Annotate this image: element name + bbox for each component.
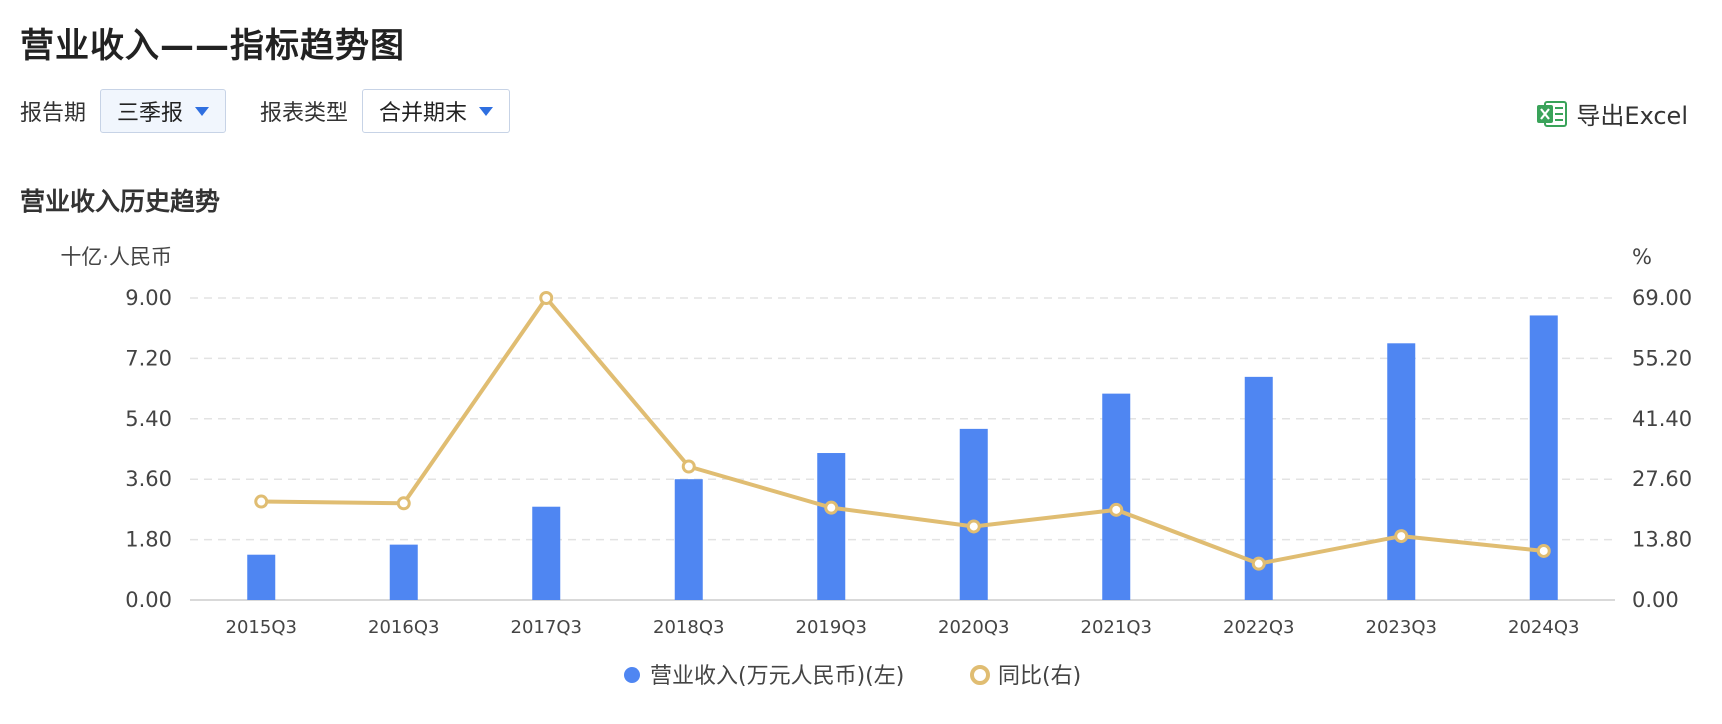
category-label: 2022Q3 bbox=[1223, 617, 1294, 638]
legend-yoy-marker bbox=[970, 665, 990, 685]
yoy-point bbox=[1394, 529, 1409, 544]
excel-icon bbox=[1537, 100, 1568, 127]
right-tick-label: 13.80 bbox=[1632, 528, 1692, 552]
page-title: 营业收入——指标趋势图 bbox=[20, 26, 405, 66]
left-tick-label: 9.00 bbox=[125, 286, 172, 310]
filter-bar: 报告期 三季报 报表类型 合并期末 bbox=[20, 88, 511, 134]
report-type-select[interactable]: 合并期末 bbox=[362, 89, 511, 133]
report-period-value: 三季报 bbox=[117, 101, 184, 126]
yoy-point bbox=[1251, 556, 1266, 571]
revenue-bar bbox=[674, 479, 703, 600]
left-tick-label: 5.40 bbox=[125, 407, 172, 431]
yoy-point bbox=[396, 496, 411, 511]
right-tick-label: 55.20 bbox=[1632, 346, 1692, 370]
category-label: 2024Q3 bbox=[1508, 617, 1579, 638]
yoy-point bbox=[1536, 543, 1551, 558]
category-label: 2018Q3 bbox=[653, 617, 724, 638]
yoy-line bbox=[261, 296, 1544, 566]
yoy-point bbox=[254, 494, 269, 509]
revenue-bar bbox=[1387, 343, 1416, 600]
section-title: 营业收入历史趋势 bbox=[20, 187, 221, 216]
chart-legend[interactable]: 营业收入(万元人民币)(左) 同比(右) bbox=[624, 664, 1081, 689]
revenue-bar bbox=[1102, 393, 1131, 600]
report-period-select[interactable]: 三季报 bbox=[100, 89, 227, 133]
category-label: 2019Q3 bbox=[796, 617, 867, 638]
yoy-point bbox=[539, 291, 554, 305]
left-tick-label: 1.80 bbox=[125, 528, 172, 552]
revenue-bar bbox=[389, 544, 418, 600]
export-excel-button[interactable]: 导出Excel bbox=[1536, 96, 1688, 131]
right-axis-unit: % bbox=[1632, 245, 1652, 269]
yoy-point bbox=[966, 519, 981, 534]
export-excel-label: 导出Excel bbox=[1576, 102, 1688, 130]
category-label: 2020Q3 bbox=[938, 617, 1009, 638]
report-type-value: 合并期末 bbox=[379, 101, 468, 126]
yoy-point bbox=[1109, 502, 1124, 517]
left-axis-unit: 十亿·人民币 bbox=[60, 245, 172, 269]
yoy-point bbox=[681, 459, 696, 474]
revenue-bar bbox=[959, 428, 988, 600]
left-tick-label: 3.60 bbox=[125, 467, 172, 491]
category-label: 2021Q3 bbox=[1081, 617, 1152, 638]
right-tick-label: 41.40 bbox=[1632, 407, 1692, 431]
report-type-label: 报表类型 bbox=[260, 101, 349, 126]
chevron-down-icon bbox=[479, 106, 494, 116]
legend-revenue-marker bbox=[624, 667, 640, 683]
category-label: 2015Q3 bbox=[226, 617, 297, 638]
left-tick-label: 0.00 bbox=[125, 588, 172, 612]
report-period-label: 报告期 bbox=[20, 101, 87, 126]
revenue-bar bbox=[532, 506, 561, 600]
category-label: 2017Q3 bbox=[511, 617, 582, 638]
revenue-bar bbox=[817, 453, 846, 600]
chevron-down-icon bbox=[195, 106, 210, 116]
right-tick-label: 27.60 bbox=[1632, 467, 1692, 491]
category-label: 2023Q3 bbox=[1366, 617, 1437, 638]
revenue-bar bbox=[247, 554, 276, 600]
category-label: 2016Q3 bbox=[368, 617, 439, 638]
legend-yoy-label: 同比(右) bbox=[998, 664, 1081, 689]
yoy-point bbox=[824, 500, 839, 515]
legend-revenue-label: 营业收入(万元人民币)(左) bbox=[650, 664, 904, 689]
right-tick-label: 0.00 bbox=[1632, 588, 1679, 612]
right-tick-label: 69.00 bbox=[1632, 286, 1692, 310]
left-tick-label: 7.20 bbox=[125, 346, 172, 370]
